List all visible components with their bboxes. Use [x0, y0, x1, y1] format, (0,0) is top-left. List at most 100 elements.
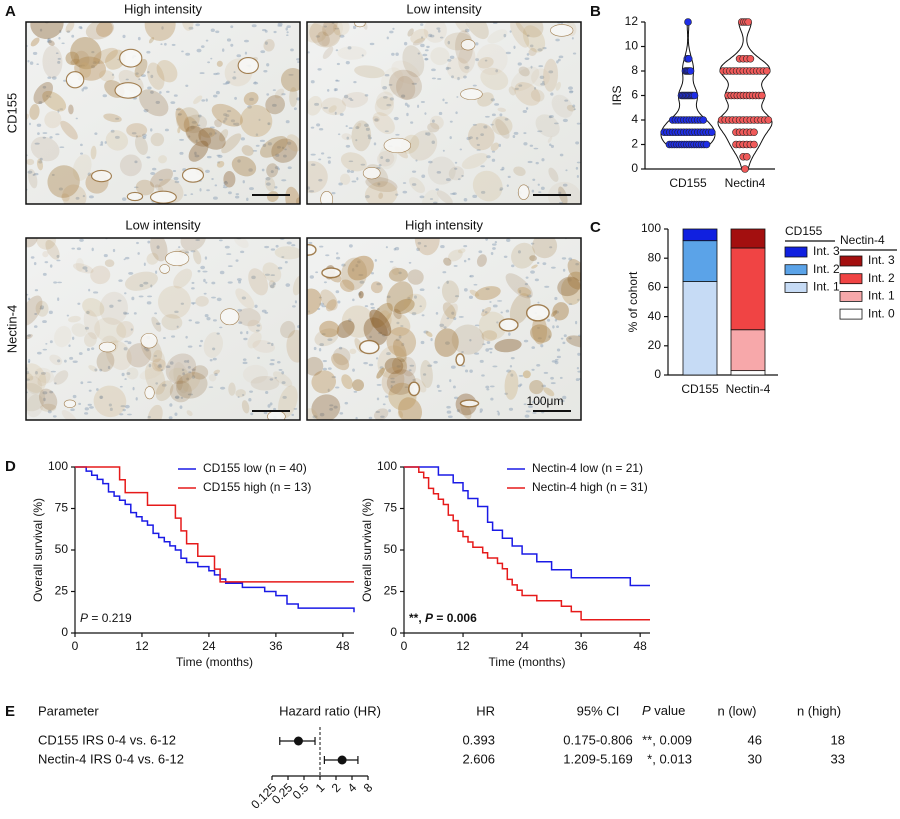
- nucleus: [382, 86, 388, 90]
- text-part: P: [80, 611, 88, 625]
- micrograph: [26, 22, 300, 204]
- nucleus: [463, 244, 468, 248]
- nucleus: [223, 113, 228, 117]
- stain: [292, 275, 300, 296]
- nucleus: [94, 368, 98, 372]
- x-tick-label: 24: [202, 639, 216, 653]
- x-axis-label: Time (months): [176, 655, 253, 669]
- nucleus: [263, 70, 268, 73]
- stain: [364, 181, 398, 204]
- bar-segment: [730, 247, 766, 331]
- stain: [267, 191, 279, 202]
- nucleus: [200, 265, 206, 270]
- stain: [376, 151, 395, 167]
- lumen: [144, 386, 155, 400]
- stain: [214, 119, 222, 128]
- nucleus: [254, 304, 258, 308]
- nucleus: [147, 70, 150, 74]
- nucleus: [216, 154, 221, 157]
- nucleus: [205, 98, 208, 102]
- x-tick-label: 36: [574, 639, 588, 653]
- nucleus: [204, 313, 209, 318]
- bar-segment: [682, 228, 718, 242]
- nucleus: [248, 168, 253, 172]
- stain: [259, 136, 288, 158]
- stain: [265, 176, 276, 192]
- nucleus: [264, 41, 268, 45]
- nucleus: [155, 270, 158, 274]
- nucleus: [410, 121, 414, 124]
- nucleus: [433, 360, 438, 364]
- nucleus: [390, 380, 396, 384]
- nucleus: [506, 238, 511, 242]
- nucleus: [508, 332, 511, 336]
- stain: [454, 22, 468, 33]
- stain: [494, 338, 522, 353]
- nucleus: [556, 355, 561, 359]
- micrograph-border: [25, 21, 301, 205]
- stain: [311, 394, 341, 420]
- nucleus: [224, 245, 230, 249]
- violin-outline: [660, 21, 716, 145]
- nucleus: [155, 382, 159, 385]
- stain: [307, 23, 327, 43]
- nucleus: [135, 135, 138, 138]
- nucleus: [388, 409, 391, 413]
- stain: [156, 60, 178, 83]
- nucleus: [251, 24, 257, 28]
- nucleus: [173, 94, 178, 97]
- nucleus: [38, 101, 43, 105]
- nucleus: [270, 359, 275, 361]
- nucleus: [28, 122, 31, 126]
- nucleus: [334, 27, 340, 30]
- nucleus: [501, 166, 505, 171]
- nucleus: [395, 338, 400, 342]
- nucleus: [467, 258, 471, 261]
- nucleus: [575, 378, 580, 382]
- nucleus: [124, 292, 127, 295]
- nucleus: [404, 386, 409, 389]
- nucleus: [459, 148, 463, 151]
- nucleus: [323, 25, 327, 28]
- tissue-background: [26, 22, 300, 204]
- nucleus: [274, 376, 278, 379]
- stain: [497, 107, 507, 112]
- stain: [252, 340, 275, 353]
- nucleus: [124, 340, 129, 343]
- nucleus: [76, 247, 82, 251]
- stain: [39, 388, 58, 411]
- legend-swatch: [839, 255, 863, 267]
- nucleus: [499, 113, 503, 117]
- nucleus: [127, 341, 132, 345]
- nucleus: [348, 244, 353, 248]
- nucleus: [489, 351, 493, 354]
- nucleus: [509, 30, 512, 33]
- nucleus: [222, 186, 228, 189]
- nucleus: [481, 309, 485, 313]
- nucleus: [312, 415, 318, 419]
- nucleus: [378, 164, 382, 167]
- nucleus: [416, 247, 420, 252]
- stain: [70, 58, 80, 65]
- nucleus: [321, 305, 327, 308]
- nucleus: [355, 139, 358, 142]
- nucleus: [244, 51, 248, 55]
- stain: [347, 255, 374, 281]
- nucleus: [439, 36, 444, 39]
- nucleus: [523, 142, 528, 146]
- stain: [551, 94, 574, 118]
- stain: [513, 166, 526, 176]
- stain: [83, 309, 101, 340]
- lumen: [237, 56, 259, 75]
- nucleus: [132, 386, 135, 391]
- hr-point: [293, 736, 303, 746]
- nucleus: [398, 335, 402, 339]
- nucleus: [252, 150, 258, 152]
- nucleus: [449, 136, 452, 140]
- nucleus: [122, 197, 127, 201]
- nucleus: [209, 359, 213, 362]
- stain: [407, 28, 414, 37]
- stain: [96, 350, 115, 372]
- nucleus: [565, 169, 568, 172]
- nucleus: [456, 96, 459, 98]
